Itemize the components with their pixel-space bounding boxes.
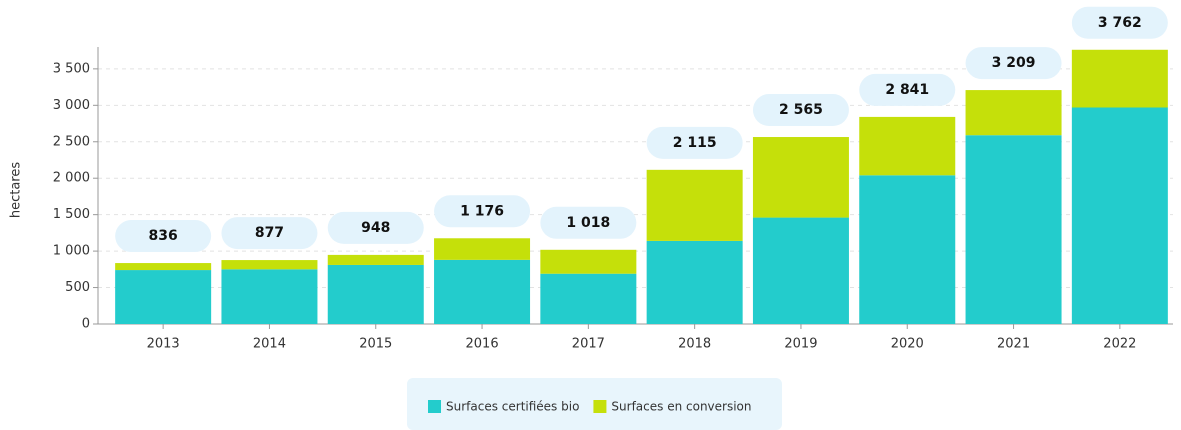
bar-segment: [1071, 49, 1168, 108]
bar-segment: [752, 137, 849, 218]
y-tick-label: 3 500: [53, 61, 90, 76]
total-label: 3 209: [992, 55, 1036, 71]
bar-segment: [221, 269, 318, 324]
total-label: 1 018: [566, 215, 610, 231]
x-tick-label: 2020: [891, 337, 924, 352]
total-bubble: [752, 94, 849, 127]
legend-swatch: [593, 400, 607, 413]
total-bubble: [327, 211, 424, 244]
bar-segment: [646, 240, 743, 324]
legend-label: Surfaces en conversion: [611, 400, 751, 414]
bar-segment: [540, 273, 637, 324]
y-axis-label: hectares: [9, 162, 24, 219]
total-label: 2 841: [885, 82, 929, 98]
bar-segment: [965, 135, 1062, 324]
x-tick-label: 2018: [678, 337, 711, 352]
bar-segment: [327, 264, 424, 324]
x-tick-label: 2022: [1103, 337, 1136, 352]
total-label: 948: [361, 220, 390, 236]
total-bubble: [1071, 6, 1168, 39]
y-tick-label: 1 500: [53, 207, 90, 222]
bar-segment: [1071, 107, 1168, 325]
y-tick-label: 500: [65, 280, 90, 295]
x-tick-label: 2015: [359, 337, 392, 352]
total-label: 836: [149, 228, 178, 244]
bar-segment: [115, 263, 212, 271]
bar-segment: [859, 116, 956, 176]
total-bubble: [540, 206, 637, 239]
total-bubble: [115, 220, 212, 253]
y-tick-label: 0: [82, 317, 90, 332]
y-tick-label: 2 000: [53, 171, 90, 186]
total-bubble: [221, 217, 318, 250]
bar-segment: [752, 217, 849, 324]
bar-segment: [540, 249, 637, 274]
bar-segment: [965, 90, 1062, 136]
bar-segment: [646, 169, 743, 241]
total-label: 1 176: [460, 203, 504, 219]
x-tick-label: 2019: [784, 337, 817, 352]
total-label: 2 565: [779, 102, 823, 118]
legend-label: Surfaces certifiées bio: [446, 400, 579, 414]
x-tick-label: 2013: [147, 337, 180, 352]
total-bubble: [434, 195, 531, 228]
total-label: 3 762: [1098, 15, 1142, 31]
x-tick-label: 2014: [253, 337, 286, 352]
legend-swatch: [428, 400, 441, 413]
total-bubble: [859, 73, 956, 106]
x-tick-label: 2021: [997, 337, 1030, 352]
x-tick-label: 2016: [466, 337, 499, 352]
total-label: 2 115: [673, 135, 717, 151]
total-bubble: [965, 47, 1062, 80]
y-tick-label: 1 000: [53, 244, 90, 259]
total-bubble: [646, 126, 743, 159]
total-label: 877: [255, 225, 284, 241]
bar-segment: [115, 270, 212, 324]
bar-segment: [221, 260, 318, 270]
bar-segment: [434, 238, 531, 260]
bar-segment: [859, 175, 956, 324]
bar-segment: [434, 259, 531, 324]
bar-segment: [327, 254, 424, 265]
y-tick-label: 3 000: [53, 98, 90, 113]
y-tick-label: 2 500: [53, 134, 90, 149]
x-tick-label: 2017: [572, 337, 605, 352]
